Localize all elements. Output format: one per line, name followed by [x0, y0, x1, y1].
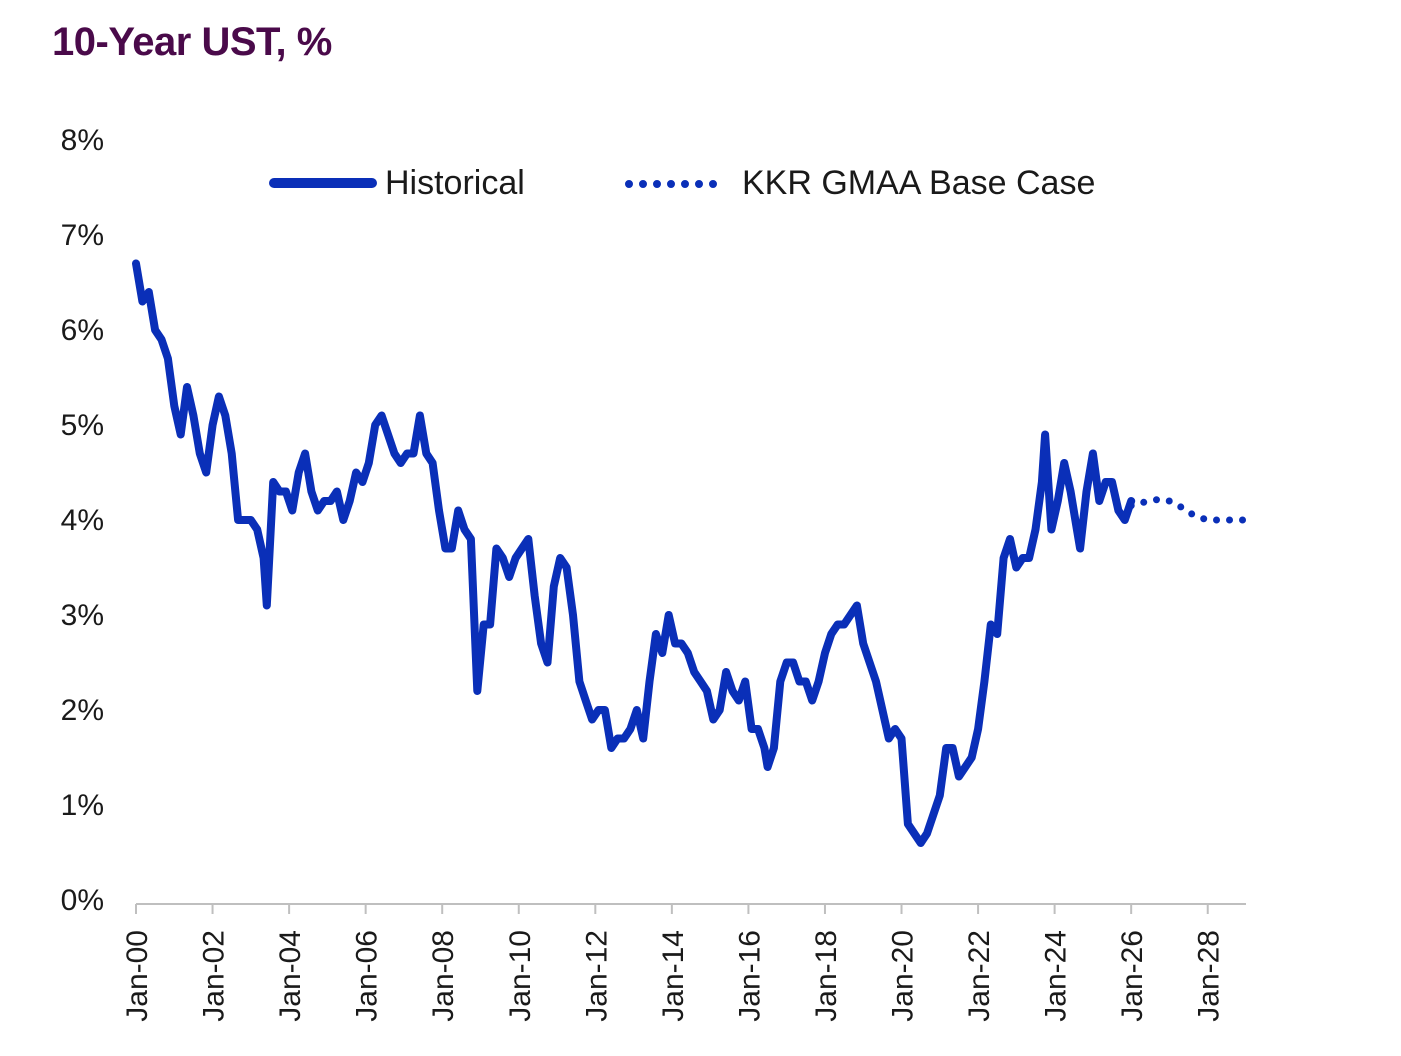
- y-axis-labels: 0% 1% 2% 3% 4% 5% 6% 7% 8%: [61, 124, 104, 917]
- legend-label-historical: Historical: [385, 164, 525, 202]
- x-tick-label: Jan-06: [351, 930, 384, 1022]
- y-tick-label: 8%: [61, 124, 104, 157]
- x-tick-label: Jan-08: [427, 930, 460, 1022]
- y-tick-label: 5%: [61, 409, 104, 442]
- x-tick-label: Jan-18: [810, 930, 843, 1022]
- y-tick-label: 3%: [61, 599, 104, 632]
- x-axis: Jan-00 Jan-02 Jan-04 Jan-06 Jan-08 Jan-10 Jan-…: [121, 903, 1246, 1022]
- x-tick-label: Jan-02: [198, 930, 231, 1022]
- legend-label-base-case: KKR GMAA Base Case: [742, 164, 1095, 202]
- x-tick-label: Jan-16: [733, 930, 766, 1022]
- y-tick-label: 0%: [61, 884, 104, 917]
- x-tick-label: Jan-20: [887, 930, 920, 1022]
- y-tick-label: 4%: [61, 504, 104, 537]
- x-tick-label: Jan-04: [274, 930, 307, 1022]
- x-tick-label: Jan-00: [121, 930, 154, 1022]
- y-tick-label: 6%: [61, 314, 104, 347]
- legend: Historical KKR GMAA Base Case: [269, 164, 1095, 202]
- x-tick-label: Jan-12: [580, 930, 613, 1022]
- historical-series-line: [132, 259, 1136, 847]
- x-tick-label: Jan-10: [504, 930, 537, 1022]
- y-tick-label: 1%: [61, 789, 104, 822]
- chart-title: 10-Year UST, %: [52, 20, 332, 64]
- y-tick-label: 7%: [61, 219, 104, 252]
- x-tick-label: Jan-26: [1116, 930, 1149, 1022]
- x-tick-label: Jan-24: [1040, 930, 1073, 1022]
- y-tick-label: 2%: [61, 694, 104, 727]
- x-tick-label: Jan-28: [1193, 930, 1226, 1022]
- series-layer: [132, 259, 1250, 847]
- x-tick-label: Jan-14: [657, 930, 690, 1022]
- forecast-series-line: [1127, 495, 1250, 524]
- x-tick-label: Jan-22: [963, 930, 996, 1022]
